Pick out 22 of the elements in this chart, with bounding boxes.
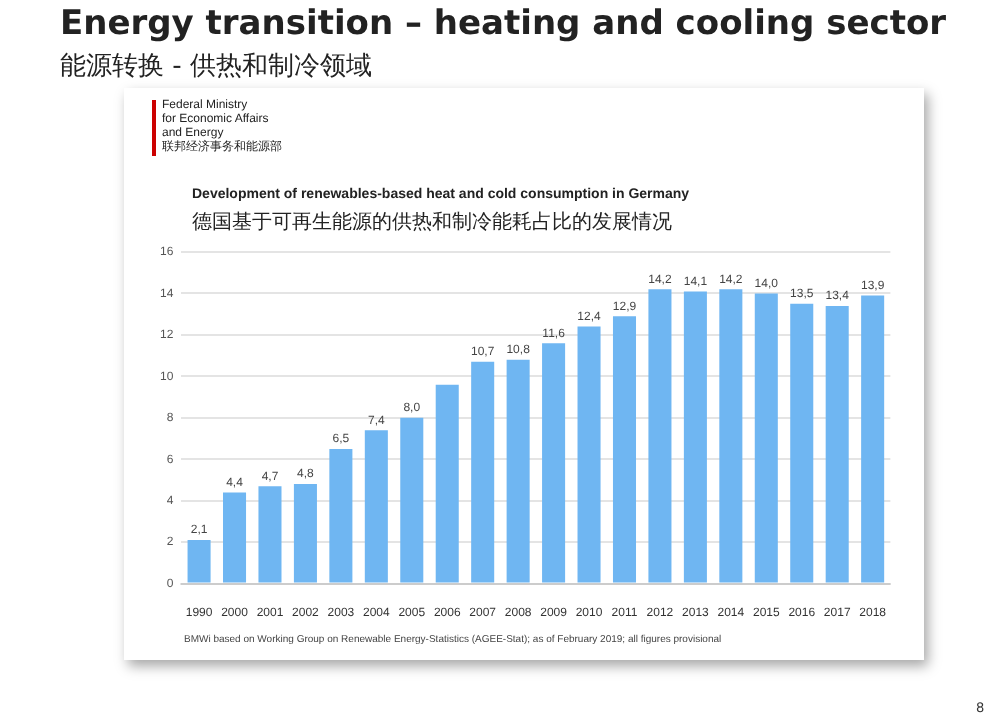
bar — [825, 305, 849, 583]
bar — [435, 384, 459, 583]
bar — [719, 289, 743, 583]
bar — [293, 484, 317, 583]
bar — [471, 361, 495, 583]
bar — [861, 295, 885, 583]
bar — [258, 486, 282, 583]
text: 能源转换 - 供热和制冷领域 — [60, 50, 372, 84]
bar — [542, 343, 566, 583]
bar — [754, 293, 778, 583]
bar — [329, 448, 353, 583]
bar — [506, 359, 530, 583]
bar — [612, 316, 637, 583]
bar — [577, 326, 601, 583]
bar — [364, 430, 388, 583]
bar — [187, 540, 211, 583]
bar — [400, 417, 424, 583]
bar — [790, 303, 814, 583]
bar — [648, 289, 672, 583]
text: Energy transition – heating and cooling sector — [60, 4, 947, 44]
bar — [223, 492, 247, 583]
bar — [683, 291, 707, 583]
